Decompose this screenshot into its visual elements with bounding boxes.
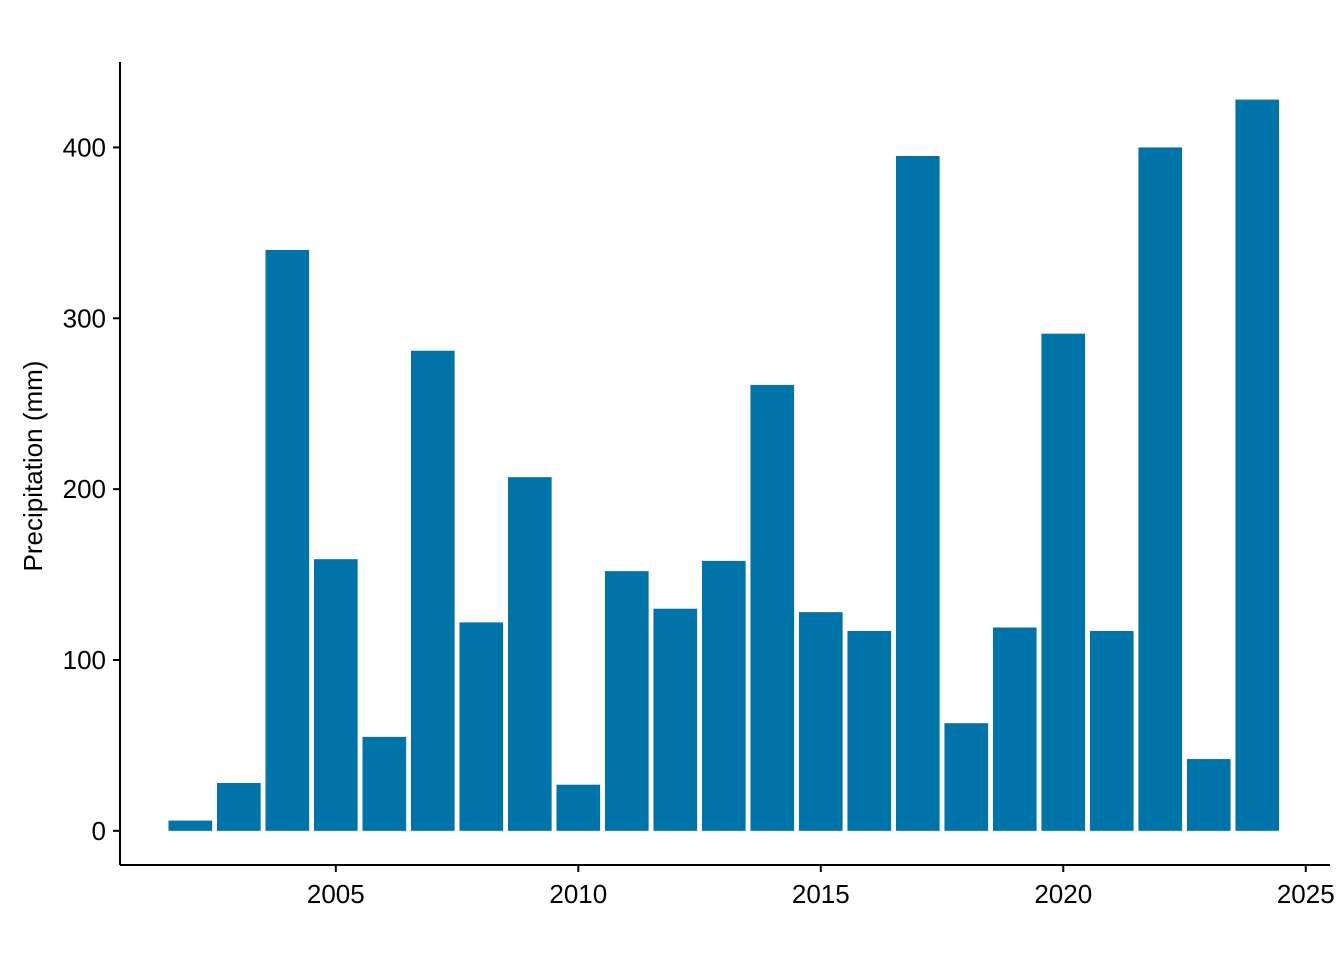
y-tick-label: 200 (63, 474, 106, 504)
bar-2015 (798, 612, 843, 831)
x-tick-label: 2020 (1034, 879, 1092, 909)
bar-2024 (1235, 99, 1280, 831)
bar-2018 (944, 723, 989, 831)
y-tick-label: 300 (63, 303, 106, 333)
bar-2021 (1089, 630, 1134, 831)
x-tick-label: 2005 (307, 879, 365, 909)
bar-2010 (556, 784, 601, 831)
bars-group (168, 99, 1280, 831)
bar-2007 (410, 350, 455, 831)
bar-2002 (168, 820, 213, 831)
bar-2013 (701, 560, 746, 831)
x-axis-ticks: 2005 2010 2015 2020 2025 (307, 865, 1335, 909)
bar-2020 (1041, 333, 1086, 831)
y-axis-title: Precipitation (mm) (18, 361, 48, 572)
bar-2004 (265, 249, 310, 831)
bar-2011 (604, 571, 649, 831)
bar-2012 (653, 608, 698, 831)
bar-2005 (313, 559, 358, 831)
bar-2006 (362, 736, 407, 831)
bar-2019 (992, 627, 1037, 831)
bar-2017 (895, 155, 940, 831)
x-tick-label: 2025 (1277, 879, 1335, 909)
x-tick-label: 2010 (549, 879, 607, 909)
y-tick-label: 100 (63, 645, 106, 675)
bar-2009 (507, 477, 552, 831)
y-axis-ticks: 0 100 200 300 400 (63, 132, 120, 846)
y-tick-label: 0 (92, 816, 106, 846)
bar-2003 (216, 782, 261, 831)
x-tick-label: 2015 (792, 879, 850, 909)
y-tick-label: 400 (63, 132, 106, 162)
bar-2014 (750, 384, 795, 831)
bar-2022 (1138, 147, 1183, 831)
bar-2016 (847, 630, 892, 831)
bar-2008 (459, 622, 504, 831)
bar-2023 (1186, 759, 1231, 831)
